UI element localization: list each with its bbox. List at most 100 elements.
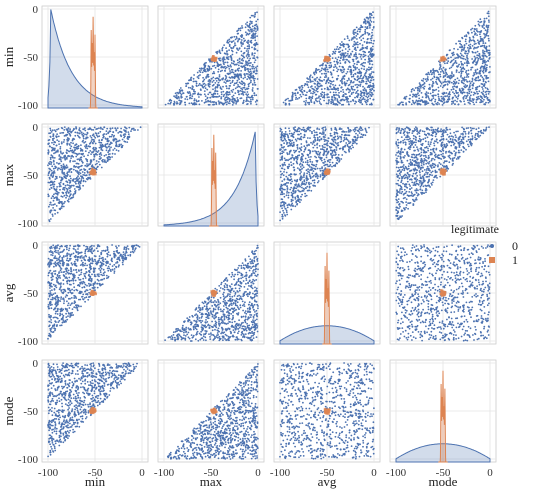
scatter-point-0 [334, 50, 337, 53]
scatter-point-0 [255, 99, 258, 102]
scatter-point-0 [87, 176, 89, 179]
scatter-point-0 [94, 142, 97, 145]
scatter-point-0 [231, 81, 234, 83]
scatter-point-0 [54, 130, 57, 133]
scatter-point-0 [463, 91, 466, 94]
scatter-point-0 [254, 36, 256, 39]
scatter-point-0 [228, 87, 231, 90]
scatter-point-0 [208, 67, 211, 69]
scatter-point-0 [70, 157, 72, 160]
scatter-point-0 [459, 40, 462, 43]
scatter-point-0 [240, 80, 243, 83]
scatter-point-0 [56, 211, 59, 214]
scatter-point-0 [280, 193, 282, 196]
scatter-point-0 [324, 139, 327, 141]
scatter-point-0 [481, 70, 484, 73]
scatter-point-0 [461, 37, 464, 40]
scatter-point-0 [463, 68, 466, 70]
scatter-point-0 [175, 94, 178, 97]
scatter-point-0 [369, 88, 372, 91]
scatter-point-0 [348, 147, 351, 149]
scatter-point-0 [251, 65, 254, 68]
scatter-point-0 [413, 94, 415, 97]
scatter-point-0 [217, 100, 220, 102]
scatter-point-0 [447, 93, 450, 95]
scatter-point-0 [324, 67, 326, 70]
scatter-point-0 [188, 79, 190, 82]
scatter-point-0 [281, 190, 283, 193]
scatter-point-0 [421, 96, 424, 98]
scatter-point-0 [352, 85, 355, 88]
scatter-point-0 [341, 147, 344, 150]
scatter-point-0 [287, 182, 290, 184]
scatter-point-0 [56, 133, 58, 136]
scatter-point-0 [253, 92, 256, 94]
scatter-point-0 [320, 69, 323, 72]
scatter-point-0 [446, 88, 449, 91]
scatter-point-0 [315, 131, 318, 134]
scatter-point-0 [314, 131, 316, 134]
scatter-point-0 [53, 170, 56, 173]
scatter-point-0 [235, 102, 238, 105]
scatter-point-0 [65, 196, 67, 199]
scatter-point-0 [101, 128, 104, 131]
scatter-point-0 [437, 93, 439, 95]
scatter-point-0 [312, 90, 315, 93]
scatter-point-0 [451, 72, 453, 75]
scatter-point-0 [315, 71, 318, 74]
scatter-point-0 [310, 85, 313, 88]
scatter-point-0 [371, 87, 373, 90]
scatter-point-0 [291, 139, 294, 142]
scatter-point-0 [365, 130, 367, 132]
scatter-point-0 [233, 84, 235, 86]
scatter-point-0 [466, 56, 468, 59]
scatter-point-0 [213, 72, 216, 75]
scatter-point-0 [439, 61, 441, 64]
scatter-point-0 [437, 95, 440, 98]
scatter-point-0 [337, 156, 340, 159]
scatter-point-0 [203, 70, 206, 73]
scatter-point-0 [314, 86, 317, 88]
scatter-point-0 [248, 23, 251, 26]
scatter-point-0 [131, 127, 134, 130]
scatter-point-0 [397, 166, 400, 169]
scatter-point-0 [402, 139, 404, 142]
scatter-point-0 [336, 135, 339, 138]
scatter-point-0 [238, 47, 241, 49]
scatter-point-0 [338, 159, 341, 162]
scatter-point-0 [319, 85, 322, 87]
scatter-point-0 [255, 94, 258, 97]
scatter-point-0 [308, 173, 311, 176]
scatter-point-0 [125, 127, 128, 130]
scatter-point-1 [91, 170, 94, 174]
scatter-point-0 [452, 91, 454, 93]
scatter-point-0 [209, 83, 211, 86]
scatter-point-0 [483, 44, 486, 47]
scatter-point-0 [128, 126, 131, 129]
scatter-point-0 [256, 11, 258, 14]
scatter-point-0 [482, 60, 485, 63]
scatter-point-0 [307, 156, 310, 159]
scatter-point-0 [457, 149, 460, 152]
scatter-point-0 [112, 131, 115, 134]
scatter-point-0 [310, 99, 312, 101]
panel-grid [41, 5, 497, 463]
scatter-point-0 [62, 163, 65, 166]
scatter-point-0 [246, 61, 249, 63]
scatter-point-0 [174, 96, 177, 99]
scatter-point-0 [402, 104, 405, 106]
scatter-point-0 [342, 56, 345, 58]
scatter-point-0 [302, 93, 305, 96]
scatter-point-0 [71, 138, 74, 141]
scatter-point-0 [342, 75, 345, 78]
scatter-point-0 [101, 159, 103, 162]
scatter-point-0 [106, 138, 109, 141]
scatter-point-0 [290, 142, 293, 145]
scatter-point-0 [414, 87, 417, 89]
scatter-point-0 [430, 78, 432, 81]
scatter-point-0 [469, 43, 472, 46]
scatter-point-0 [242, 101, 245, 104]
scatter-point-0 [350, 93, 353, 95]
scatter-point-0 [63, 189, 66, 191]
scatter-point-0 [298, 154, 301, 157]
